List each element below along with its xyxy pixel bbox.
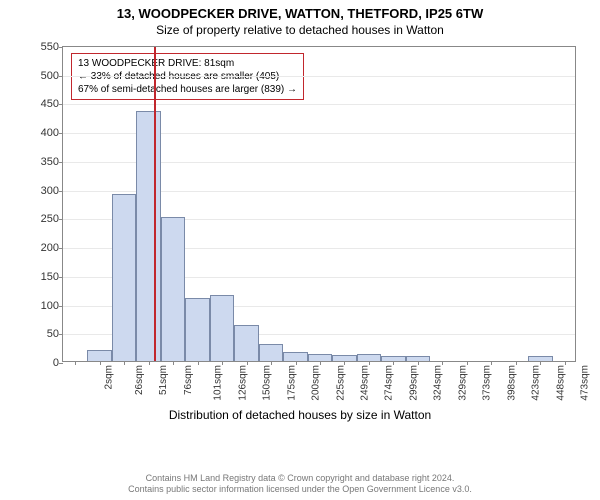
ytick-label: 0 [53,357,59,369]
ytick-label: 500 [41,70,59,82]
histogram-bar [136,111,160,361]
xtick-label: 423sqm [531,365,542,401]
histogram-bar [112,194,136,361]
xtick-label: 274sqm [384,365,395,401]
gridline-h [63,104,575,105]
plot-area: 13 WOODPECKER DRIVE: 81sqm ← 33% of deta… [62,46,576,362]
xtick-label: 26sqm [134,365,145,395]
page-title-2: Size of property relative to detached ho… [0,21,600,41]
xtick-label: 51sqm [158,365,169,395]
ytick-label: 100 [41,300,59,312]
histogram-bar [161,217,185,361]
xtick-label: 101sqm [213,365,224,401]
xtick-label: 2sqm [104,365,115,389]
xtick-label: 225sqm [335,365,346,401]
ytick-label: 200 [41,242,59,254]
xtick-label: 473sqm [580,365,591,401]
histogram-bar [87,350,111,361]
xtick-label: 200sqm [311,365,322,401]
xtick-label: 324sqm [433,365,444,401]
xtick-label: 299sqm [409,365,420,401]
xtick-label: 373sqm [482,365,493,401]
ytick-label: 350 [41,156,59,168]
histogram-bar [210,295,234,361]
footer-line-2: Contains public sector information licen… [0,484,600,496]
ytick-label: 450 [41,98,59,110]
xtick-label: 398sqm [506,365,517,401]
xtick-label: 448sqm [555,365,566,401]
footer-attribution: Contains HM Land Registry data © Crown c… [0,473,600,496]
gridline-h [63,76,575,77]
page-title-1: 13, WOODPECKER DRIVE, WATTON, THETFORD, … [0,0,600,21]
ytick-label: 250 [41,213,59,225]
ytick-label: 300 [41,185,59,197]
footer-line-1: Contains HM Land Registry data © Crown c… [0,473,600,485]
xtick-label: 76sqm [183,365,194,395]
histogram-bar [308,354,332,361]
xtick-label: 249sqm [360,365,371,401]
ytick-label: 550 [41,41,59,53]
histogram-bar [185,298,209,361]
xtick-label: 329sqm [457,365,468,401]
chart-container: Number of detached properties 13 WOODPEC… [0,42,600,430]
xtick-label: 126sqm [237,365,248,401]
ytick-label: 50 [47,328,59,340]
histogram-bar [259,344,283,361]
info-line-3: 67% of semi-detached houses are larger (… [78,83,297,96]
xtick-label: 175sqm [286,365,297,401]
xtick-label: 150sqm [262,365,273,401]
ytick-label: 150 [41,271,59,283]
x-axis-label: Distribution of detached houses by size … [0,408,600,422]
histogram-bar [357,354,381,361]
histogram-bar [283,352,307,361]
property-marker-line [154,47,156,361]
info-line-1: 13 WOODPECKER DRIVE: 81sqm [78,57,297,70]
ytick-label: 400 [41,127,59,139]
histogram-bar [234,325,258,361]
